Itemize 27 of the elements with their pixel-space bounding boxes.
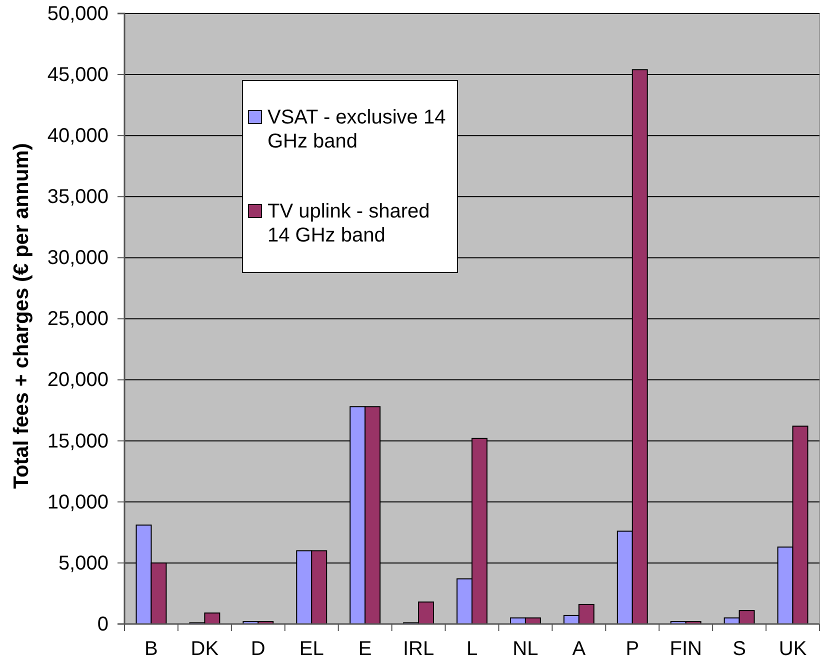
x-tick-label: NL xyxy=(512,638,538,660)
y-tick-label: 25,000 xyxy=(47,308,108,330)
y-tick-label: 45,000 xyxy=(47,64,108,86)
legend-label: TV uplink - shared 14 GHz band xyxy=(268,200,430,246)
y-tick-label: 0 xyxy=(97,613,108,636)
x-tick-label: B xyxy=(144,638,158,660)
x-tick-label: EL xyxy=(299,638,324,660)
x-tick-label: UK xyxy=(778,638,808,660)
x-tick-label: L xyxy=(466,638,478,660)
x-tick-label: A xyxy=(572,638,586,660)
x-tick-label: D xyxy=(250,638,266,660)
y-tick-label: 15,000 xyxy=(47,430,108,452)
x-tick-label: E xyxy=(358,638,372,660)
y-tick-label: 20,000 xyxy=(47,369,108,392)
y-tick-label: 50,000 xyxy=(47,2,108,25)
y-axis-title: Total fees + charges (€ per annum) xyxy=(10,143,33,489)
x-tick-label: P xyxy=(626,638,640,660)
y-tick-label: 10,000 xyxy=(47,491,108,514)
y-tick-label: 35,000 xyxy=(47,186,108,208)
x-tick-label: DK xyxy=(190,638,220,660)
x-tick-label: IRL xyxy=(402,638,434,660)
y-tick-label: 30,000 xyxy=(47,247,108,270)
legend-label: VSAT - exclusive 14 GHz band xyxy=(268,106,446,152)
x-tick-label: S xyxy=(732,638,746,660)
y-tick-label: 40,000 xyxy=(47,125,108,147)
y-tick-label: 5,000 xyxy=(58,552,108,574)
x-tick-label: FIN xyxy=(670,638,702,660)
